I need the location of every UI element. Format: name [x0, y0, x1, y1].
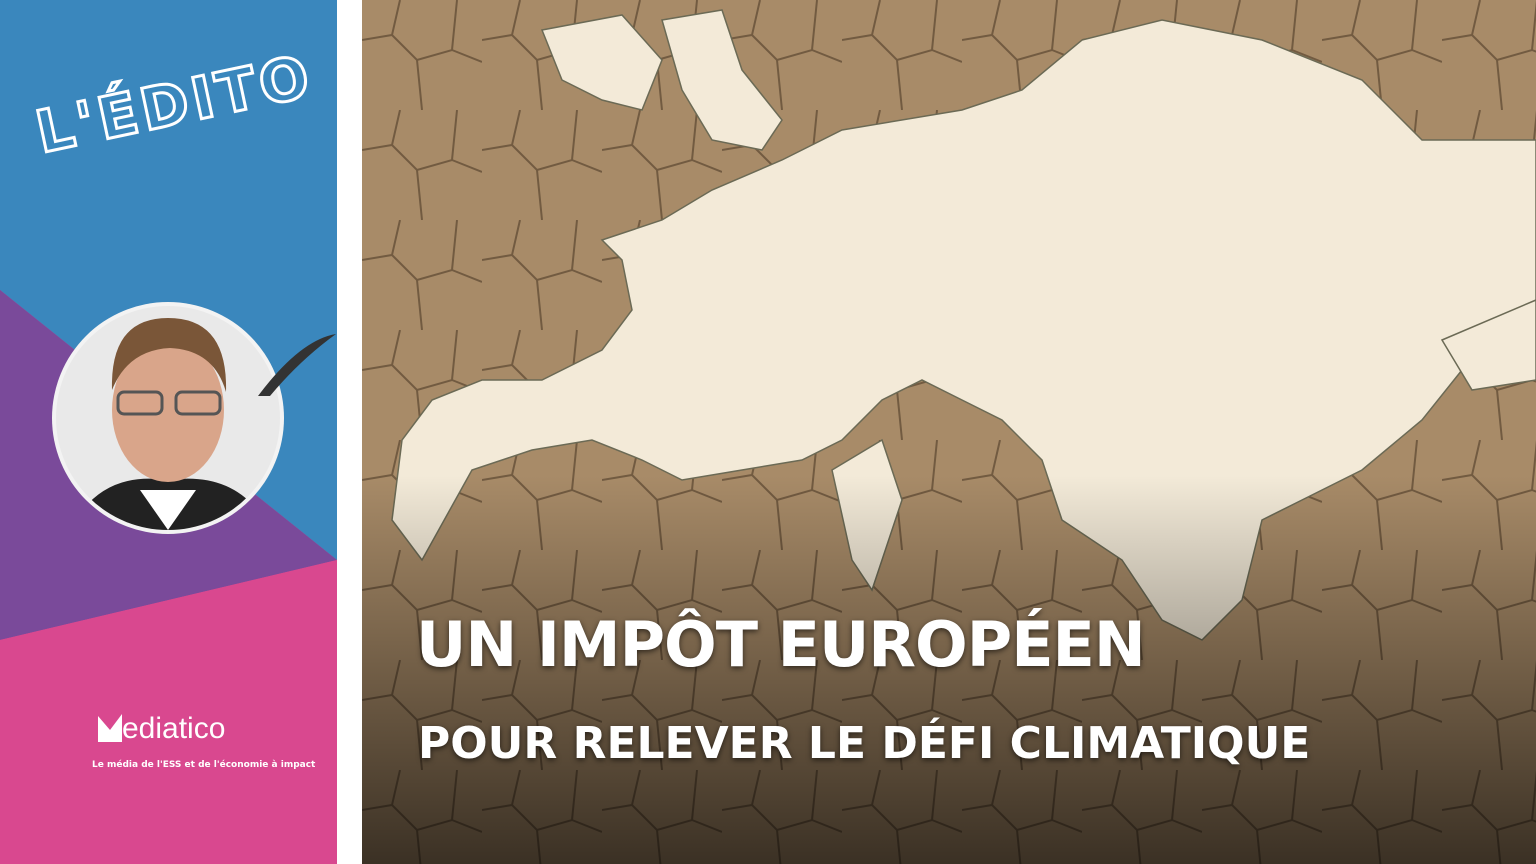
sidebar: L'ÉDITO ediatico Le média de l'ESS et de… — [0, 0, 337, 864]
map-illustration — [362, 0, 1536, 864]
tagline: Le média de l'ESS et de l'économie à imp… — [92, 760, 316, 770]
logo: ediatico — [98, 712, 225, 746]
sidebar-background — [0, 0, 337, 864]
divider — [337, 0, 362, 864]
hero-image: UN IMPÔT EUROPÉEN POUR RELEVER LE DÉFI C… — [362, 0, 1536, 864]
logo-mark — [98, 714, 122, 742]
logo-text: ediatico — [122, 712, 226, 745]
headline-subtitle: POUR RELEVER LE DÉFI CLIMATIQUE — [418, 718, 1311, 769]
headline-title: UN IMPÔT EUROPÉEN — [416, 608, 1146, 681]
